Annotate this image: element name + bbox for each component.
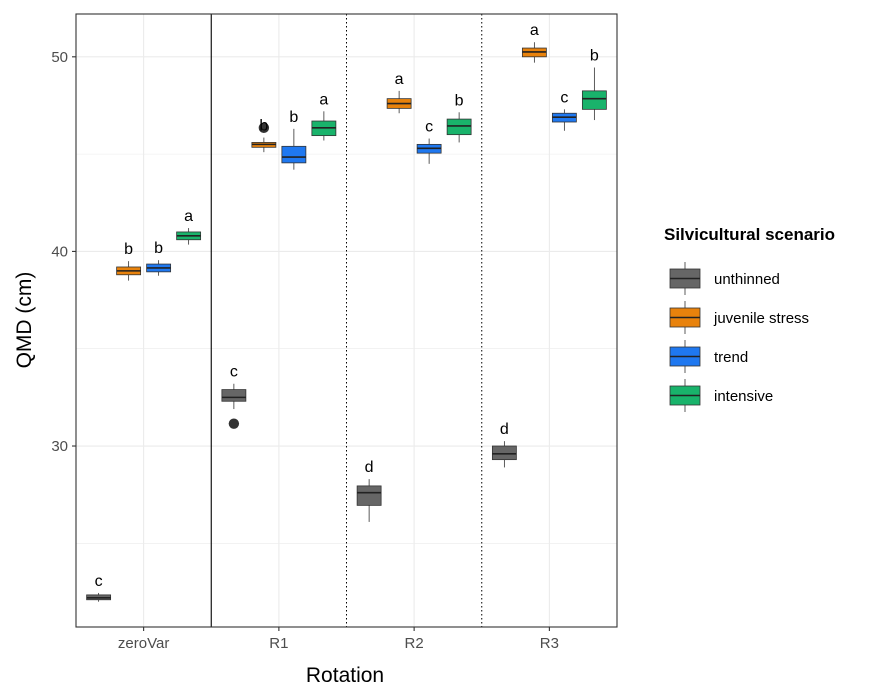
significance-letter-trend-R1: b — [289, 109, 298, 126]
box-intensive-R3 — [581, 90, 607, 110]
box-unthinned-R3 — [491, 445, 517, 461]
significance-letter-trend-R2: c — [425, 119, 433, 136]
significance-letter-intensive-zeroVar: a — [184, 208, 193, 225]
significance-letter-trend-R3: c — [560, 89, 568, 106]
box-intensive-R2 — [446, 118, 472, 136]
legend-label-trend: trend — [714, 349, 748, 366]
box-trend-R1 — [281, 145, 307, 164]
y-tick-label-50: 50 — [51, 49, 68, 66]
x-tick-label-R2: R2 — [405, 635, 424, 652]
significance-letter-juvenile-stress-R1: b — [259, 118, 268, 135]
box-layer: c c d d b b a a b b c c a a b b — [86, 22, 607, 602]
significance-letter-intensive-R3: b — [590, 48, 599, 65]
significance-letter-intensive-R2: b — [455, 92, 464, 109]
y-tick-label-40: 40 — [51, 243, 68, 260]
legend-title: Silvicultural scenario — [664, 225, 835, 244]
y-tick-label-30: 30 — [51, 438, 68, 455]
outlier-juvenile-stress-R1 — [258, 122, 270, 134]
y-axis-title: QMD (cm) — [13, 272, 36, 369]
x-tick-label-R3: R3 — [540, 635, 559, 652]
outlier-unthinned-R1 — [228, 418, 240, 429]
axis-layer: 30 40 50 zeroVar R1 R2 R3 — [51, 49, 559, 652]
significance-letter-unthinned-zeroVar: c — [95, 573, 103, 590]
significance-letter-juvenile-stress-R3: a — [530, 22, 539, 39]
box-unthinned-R2 — [356, 485, 382, 506]
significance-letter-unthinned-R3: d — [500, 421, 509, 438]
significance-letter-unthinned-R1: c — [230, 364, 238, 381]
significance-letter-intensive-R1: a — [319, 91, 328, 108]
x-tick-label-R1: R1 — [269, 635, 288, 652]
rotation-separators — [210, 14, 483, 627]
legend-label-intensive: intensive — [714, 388, 773, 405]
significance-letter-unthinned-R2: d — [365, 459, 374, 476]
plot-panel-border — [75, 13, 618, 628]
x-axis-title: Rotation — [306, 664, 384, 687]
significance-letter-juvenile-stress-zeroVar: b — [124, 241, 133, 258]
legend-label-unthinned: unthinned — [714, 271, 780, 288]
significance-letter-trend-zeroVar: b — [154, 240, 163, 257]
x-tick-label-zeroVar: zeroVar — [118, 635, 169, 652]
box-unthinned-R1 — [221, 389, 247, 402]
legend-label-juvenile-stress: juvenile stress — [713, 310, 809, 327]
significance-letter-juvenile-stress-R2: a — [395, 71, 404, 88]
legend: Silvicultural scenario unthinned juvenile… — [664, 225, 835, 412]
